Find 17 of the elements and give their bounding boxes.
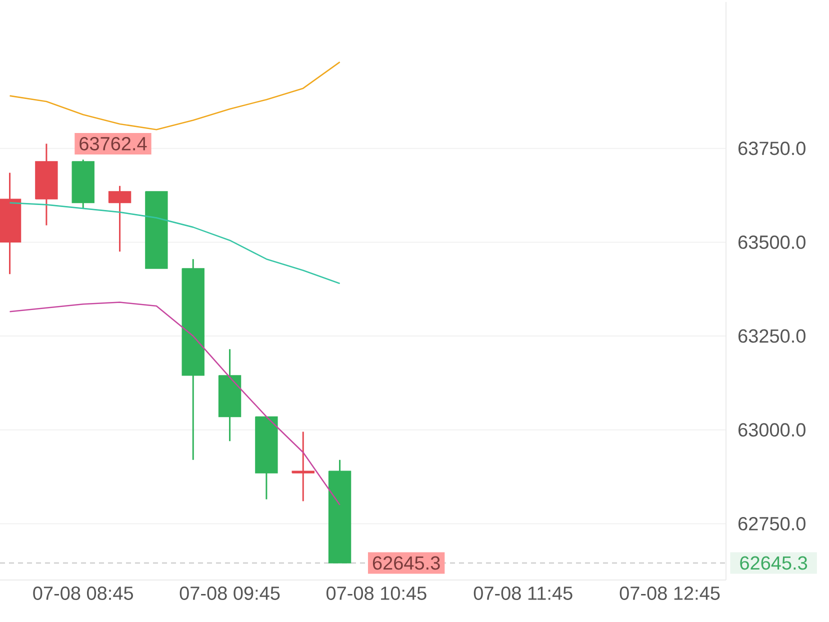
y-tick-label: 62750.0 <box>738 516 806 530</box>
annotation: 62645.3 <box>372 556 440 570</box>
x-tick-label: 07-08 11:45 <box>474 586 572 600</box>
x-tick-label: 07-08 12:45 <box>620 586 720 600</box>
ref-line-label: 62645.3 <box>740 556 808 570</box>
y-tick-label: 63500.0 <box>738 235 806 249</box>
y-tick-label: 63000.0 <box>738 423 806 437</box>
x-tick-label: 07-08 09:45 <box>180 586 280 600</box>
y-tick-label: 63750.0 <box>738 142 806 156</box>
candlestick <box>108 185 132 252</box>
x-tick-label: 07-08 10:45 <box>326 586 426 600</box>
line-series <box>9 202 340 284</box>
y-tick-label: 63250.0 <box>738 329 806 343</box>
annotation: 63762.4 <box>80 136 147 150</box>
candlestick <box>292 430 314 502</box>
line-series <box>9 61 340 130</box>
x-tick-label: 07-08 08:45 <box>33 586 133 600</box>
